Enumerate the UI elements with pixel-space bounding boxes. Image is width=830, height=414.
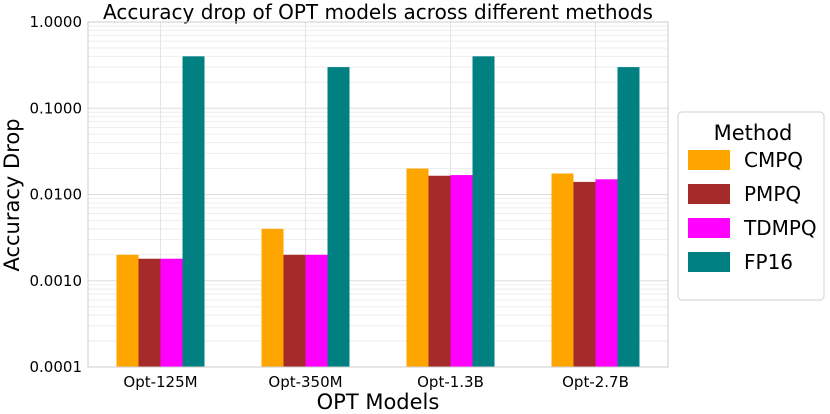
- y-tick-label: 0.0100: [30, 186, 83, 204]
- x-tick-label: Opt-1.3B: [417, 373, 484, 391]
- x-axis-label: OPT Models: [317, 390, 440, 414]
- bar-tdmpq-opt-350m: [305, 254, 328, 367]
- y-axis-label: Accuracy Drop: [0, 118, 24, 271]
- x-axis-ticks: Opt-125M Opt-350M Opt-1.3B Opt-2.7B: [123, 373, 628, 391]
- legend-swatch-pmpq: [688, 184, 730, 204]
- y-tick-label: 0.1000: [30, 99, 83, 117]
- bar-fp16-opt-2-7b: [617, 67, 640, 367]
- legend-swatch-tdmpq: [688, 218, 730, 238]
- bar-pmpq-opt-2-7b: [573, 181, 596, 367]
- legend-title: Method: [714, 121, 793, 145]
- bar-cmpq-opt-350m: [261, 228, 284, 367]
- y-tick-label: 1.0000: [30, 13, 83, 31]
- x-tick-label: Opt-350M: [268, 373, 342, 391]
- bars: [116, 56, 640, 367]
- bar-pmpq-opt-1-3b: [428, 175, 451, 367]
- bar-cmpq-opt-1-3b: [406, 168, 429, 367]
- chart-title: Accuracy drop of OPT models across diffe…: [103, 0, 653, 24]
- bar-cmpq-opt-125m: [116, 254, 139, 367]
- legend-swatch-cmpq: [688, 150, 730, 170]
- y-tick-label: 0.0001: [30, 358, 83, 376]
- legend-label-pmpq: PMPQ: [744, 182, 801, 206]
- bar-pmpq-opt-125m: [138, 258, 161, 367]
- legend-swatch-fp16: [688, 252, 730, 272]
- bar-tdmpq-opt-125m: [160, 258, 183, 367]
- bar-fp16-opt-125m: [182, 56, 205, 367]
- bar-fp16-opt-1-3b: [472, 56, 495, 367]
- legend-label-fp16: FP16: [744, 250, 793, 274]
- y-axis-ticks: 0.0001 0.0010 0.0100 0.1000 1.0000: [30, 13, 83, 376]
- bar-fp16-opt-350m: [327, 67, 350, 367]
- x-tick-label: Opt-125M: [123, 373, 197, 391]
- y-tick-label: 0.0010: [30, 272, 83, 290]
- legend: Method CMPQ PMPQ TDMPQ FP16: [677, 111, 825, 301]
- bar-pmpq-opt-350m: [283, 254, 306, 367]
- legend-label-tdmpq: TDMPQ: [743, 216, 817, 240]
- bar-tdmpq-opt-2-7b: [595, 179, 618, 367]
- legend-label-cmpq: CMPQ: [744, 148, 803, 172]
- bar-tdmpq-opt-1-3b: [450, 175, 473, 367]
- plot-area-frame: [87, 21, 669, 368]
- x-tick-label: Opt-2.7B: [562, 373, 629, 391]
- bar-cmpq-opt-2-7b: [551, 173, 574, 367]
